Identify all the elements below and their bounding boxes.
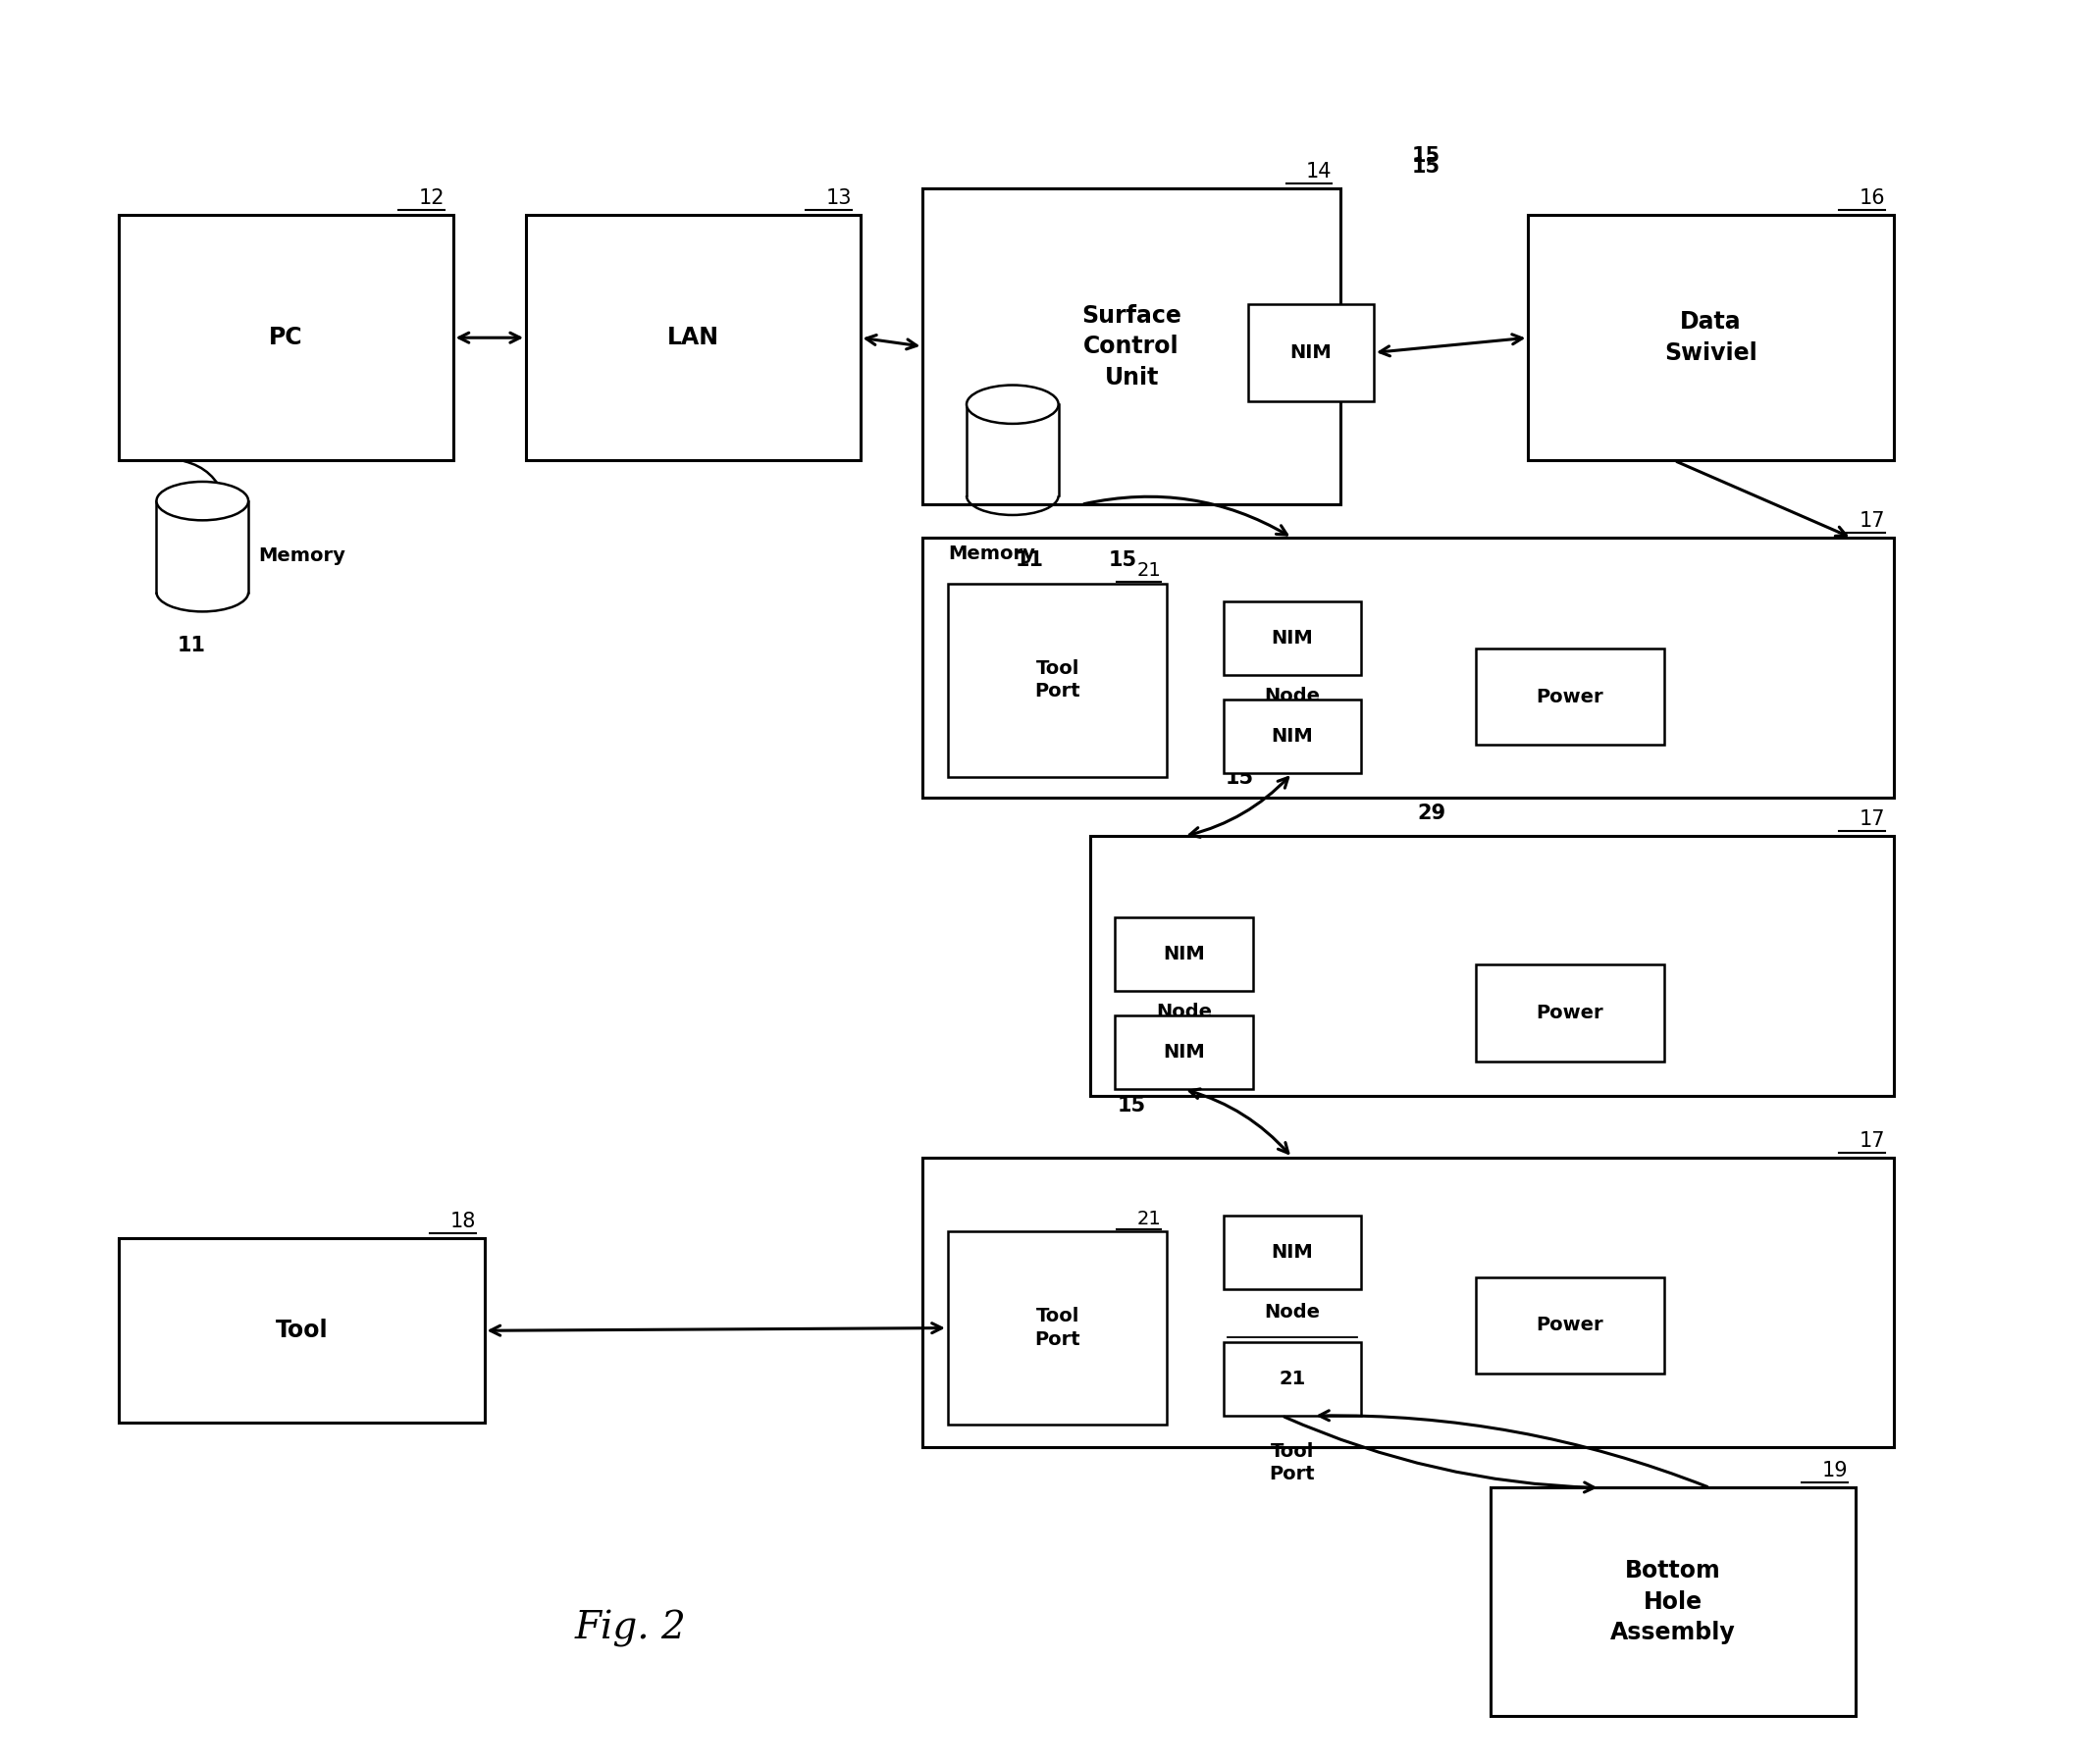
Text: Node: Node — [1264, 1304, 1320, 1321]
FancyBboxPatch shape — [1476, 649, 1664, 744]
Text: 11: 11 — [987, 602, 1017, 621]
Text: Tool
Port: Tool Port — [1270, 1443, 1314, 1484]
Text: Power: Power — [1536, 1004, 1603, 1021]
Text: 17: 17 — [1859, 512, 1884, 531]
Text: Tool: Tool — [275, 1319, 327, 1342]
Text: 11: 11 — [1014, 550, 1044, 570]
FancyBboxPatch shape — [1090, 836, 1893, 1095]
Ellipse shape — [157, 482, 247, 520]
Text: NIM: NIM — [1163, 1043, 1205, 1062]
Text: 29: 29 — [1417, 804, 1446, 824]
Text: Power: Power — [1536, 1316, 1603, 1335]
FancyBboxPatch shape — [1115, 917, 1253, 991]
Text: LAN: LAN — [667, 326, 719, 349]
Text: NIM: NIM — [1272, 727, 1314, 746]
Text: 11: 11 — [178, 637, 205, 656]
Text: Tool
Port: Tool Port — [1035, 660, 1079, 700]
FancyBboxPatch shape — [922, 538, 1893, 797]
Text: NIM: NIM — [1163, 946, 1205, 963]
Text: 18: 18 — [451, 1212, 476, 1231]
Text: Bottom
Hole
Assembly: Bottom Hole Assembly — [1610, 1559, 1735, 1644]
Text: 15: 15 — [1109, 550, 1138, 570]
Text: Fig. 2: Fig. 2 — [574, 1609, 685, 1648]
Text: Node: Node — [1155, 1002, 1211, 1021]
FancyBboxPatch shape — [1249, 305, 1373, 400]
FancyBboxPatch shape — [922, 1157, 1893, 1448]
Text: 21: 21 — [1136, 561, 1161, 580]
FancyBboxPatch shape — [1224, 602, 1360, 676]
FancyBboxPatch shape — [1224, 1215, 1360, 1289]
Ellipse shape — [966, 385, 1058, 423]
Text: 13: 13 — [826, 189, 851, 208]
FancyBboxPatch shape — [526, 215, 859, 460]
Text: 15: 15 — [1411, 146, 1440, 166]
Text: 15: 15 — [1082, 602, 1111, 621]
Text: Memory: Memory — [947, 545, 1035, 563]
FancyBboxPatch shape — [1476, 1277, 1664, 1374]
Text: PC: PC — [268, 326, 304, 349]
Text: NIM: NIM — [1272, 1244, 1314, 1261]
Text: 15: 15 — [1226, 769, 1253, 789]
Text: 14: 14 — [1306, 162, 1331, 182]
FancyBboxPatch shape — [1224, 699, 1360, 773]
Text: 21: 21 — [1136, 1210, 1161, 1228]
Text: Data
Swiviel: Data Swiviel — [1664, 310, 1756, 365]
FancyBboxPatch shape — [947, 1231, 1167, 1425]
Text: 19: 19 — [1821, 1461, 1849, 1480]
FancyBboxPatch shape — [922, 189, 1339, 505]
Text: 15: 15 — [1411, 157, 1440, 176]
FancyBboxPatch shape — [1490, 1487, 1855, 1716]
FancyBboxPatch shape — [1476, 965, 1664, 1062]
FancyBboxPatch shape — [119, 1238, 484, 1424]
FancyBboxPatch shape — [1528, 215, 1893, 460]
FancyBboxPatch shape — [947, 584, 1167, 776]
Text: 15: 15 — [1117, 1095, 1147, 1115]
Text: Surface
Control
Unit: Surface Control Unit — [1082, 303, 1182, 390]
Text: NIM: NIM — [1272, 628, 1314, 647]
Text: 17: 17 — [1859, 810, 1884, 829]
FancyBboxPatch shape — [119, 215, 453, 460]
FancyBboxPatch shape — [1224, 1342, 1360, 1416]
Text: 16: 16 — [1859, 189, 1884, 208]
Text: Memory: Memory — [258, 547, 346, 564]
FancyBboxPatch shape — [1115, 1016, 1253, 1088]
Text: 17: 17 — [1859, 1131, 1884, 1150]
Text: Power: Power — [1536, 688, 1603, 706]
Text: NIM: NIM — [1291, 344, 1333, 362]
Text: Node: Node — [1264, 686, 1320, 706]
Text: 12: 12 — [419, 189, 444, 208]
Text: 21: 21 — [1279, 1369, 1306, 1388]
Text: Tool
Port: Tool Port — [1035, 1307, 1079, 1349]
